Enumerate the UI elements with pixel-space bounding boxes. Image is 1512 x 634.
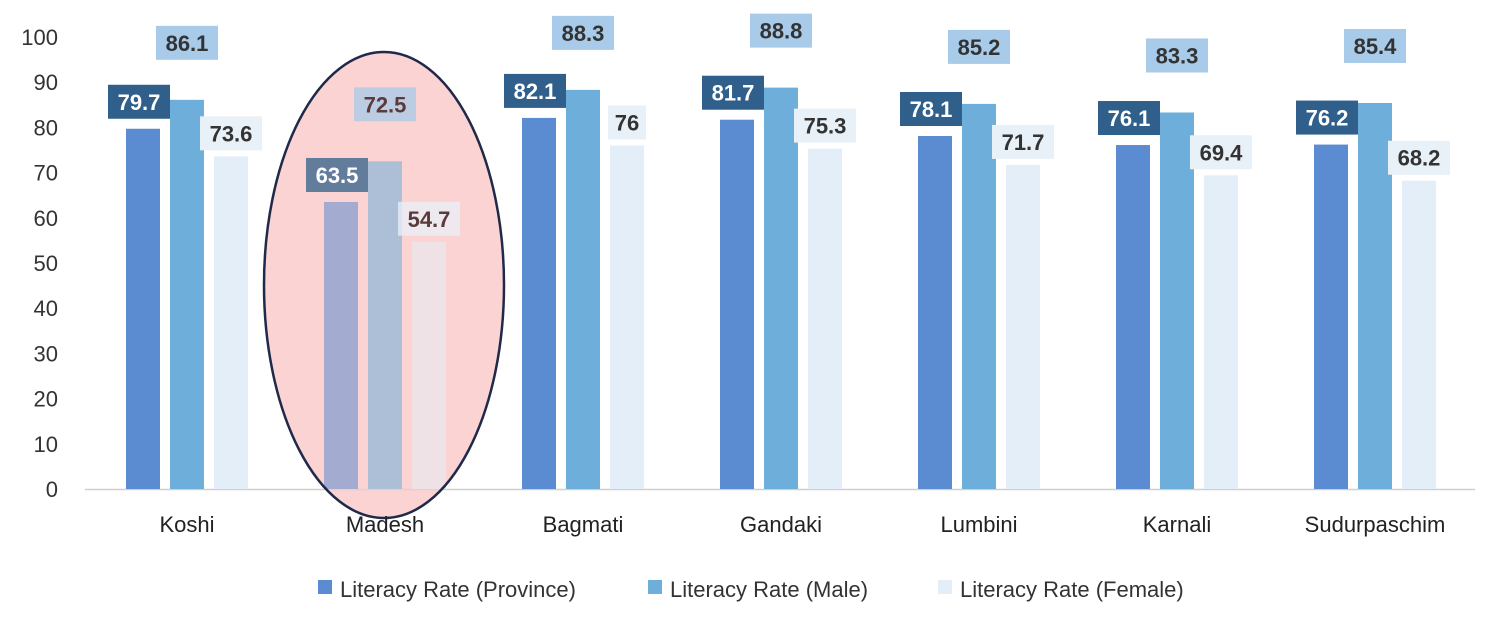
data-label-box bbox=[608, 105, 646, 140]
data-label: 73.6 bbox=[210, 121, 253, 146]
data-label-box bbox=[1296, 100, 1358, 135]
data-label-box bbox=[1344, 28, 1406, 63]
data-label: 72.5 bbox=[364, 92, 407, 117]
data-label: 86.1 bbox=[166, 31, 209, 56]
data-label: 83.3 bbox=[1156, 43, 1199, 68]
data-label-box bbox=[750, 13, 812, 48]
data-label: 63.5 bbox=[316, 163, 359, 188]
data-label: 82.1 bbox=[514, 79, 557, 104]
bar bbox=[412, 241, 446, 489]
data-label: 78.1 bbox=[910, 97, 953, 122]
y-tick-label: 80 bbox=[34, 115, 58, 140]
legend-swatch bbox=[318, 580, 332, 594]
data-label: 68.2 bbox=[1398, 146, 1441, 171]
data-label-box bbox=[948, 29, 1010, 64]
bar bbox=[324, 201, 358, 490]
data-label: 85.4 bbox=[1354, 34, 1398, 59]
x-tick-label: Sudurpaschim bbox=[1305, 512, 1446, 537]
y-tick-label: 30 bbox=[34, 341, 58, 366]
data-label-box bbox=[108, 84, 170, 119]
bar bbox=[764, 87, 798, 490]
data-label: 69.4 bbox=[1200, 140, 1244, 165]
bar bbox=[610, 145, 644, 490]
data-label: 76.2 bbox=[1306, 106, 1349, 131]
bar bbox=[1116, 145, 1150, 489]
data-label-box bbox=[1388, 140, 1450, 175]
bar bbox=[566, 89, 600, 489]
bar bbox=[808, 148, 842, 490]
x-tick-label: Gandaki bbox=[740, 512, 822, 537]
y-tick-label: 50 bbox=[34, 251, 58, 276]
legend-label: Literacy Rate (Female) bbox=[960, 577, 1184, 602]
y-tick-label: 20 bbox=[34, 387, 58, 412]
data-label-box bbox=[992, 124, 1054, 159]
y-tick-label: 40 bbox=[34, 296, 58, 321]
data-label-box bbox=[354, 87, 416, 122]
x-tick-label: Bagmati bbox=[543, 512, 624, 537]
x-tick-label: Koshi bbox=[159, 512, 214, 537]
bar bbox=[918, 135, 952, 489]
x-tick-label: Karnali bbox=[1143, 512, 1211, 537]
x-tick-label: Madesh bbox=[346, 512, 424, 537]
bar bbox=[1160, 112, 1194, 489]
data-labels-layer: 79.7 86.1 73.6 63.5 72.5 54.7 82.1 88.3 76 81.7 88… bbox=[108, 13, 1450, 236]
data-label-box bbox=[504, 73, 566, 108]
legend: Literacy Rate (Province) Literacy Rate (M… bbox=[318, 577, 1184, 602]
legend-label: Literacy Rate (Province) bbox=[340, 577, 576, 602]
data-label: 75.3 bbox=[804, 114, 847, 139]
data-label-box bbox=[1190, 135, 1252, 170]
data-label: 79.7 bbox=[118, 90, 161, 115]
bar bbox=[368, 161, 402, 490]
data-label-box bbox=[1146, 38, 1208, 73]
y-tick-label: 10 bbox=[34, 432, 58, 457]
bars-layer bbox=[126, 87, 1436, 490]
highlight-overlay bbox=[262, 50, 506, 520]
bar bbox=[1204, 175, 1238, 489]
data-label: 71.7 bbox=[1002, 130, 1045, 155]
bar bbox=[214, 156, 248, 489]
bar bbox=[1006, 164, 1040, 489]
y-tick-label: 0 bbox=[46, 477, 58, 502]
data-label-box bbox=[200, 116, 262, 151]
data-label: 76 bbox=[615, 110, 639, 135]
legend-swatch bbox=[938, 580, 952, 594]
highlight-ellipse bbox=[262, 50, 506, 520]
data-label: 76.1 bbox=[1108, 106, 1151, 131]
x-axis-labels: Koshi Madesh Bagmati Gandaki Lumbini Karnali S… bbox=[159, 512, 1445, 537]
y-axis: 0 10 20 30 40 50 60 70 80 90 100 bbox=[21, 25, 1475, 502]
bar bbox=[170, 99, 204, 489]
bar bbox=[1358, 102, 1392, 489]
data-label: 85.2 bbox=[958, 35, 1001, 60]
bar bbox=[522, 117, 556, 490]
data-label: 81.7 bbox=[712, 81, 755, 106]
y-tick-label: 90 bbox=[34, 70, 58, 95]
data-label: 54.7 bbox=[408, 207, 451, 232]
data-label-box bbox=[702, 75, 764, 110]
data-label-box bbox=[156, 25, 218, 60]
bar bbox=[962, 103, 996, 490]
bar bbox=[1402, 180, 1436, 489]
legend-label: Literacy Rate (Male) bbox=[670, 577, 868, 602]
data-label-box bbox=[900, 91, 962, 126]
data-label: 88.8 bbox=[760, 19, 803, 44]
data-label-box bbox=[1098, 101, 1160, 136]
data-label-box bbox=[794, 108, 856, 143]
data-label-box bbox=[552, 15, 614, 50]
legend-swatch bbox=[648, 580, 662, 594]
y-tick-label: 70 bbox=[34, 161, 58, 186]
y-tick-label: 60 bbox=[34, 206, 58, 231]
bar bbox=[1314, 144, 1348, 490]
data-label: 88.3 bbox=[562, 21, 605, 46]
y-tick-label: 100 bbox=[21, 25, 58, 50]
bar bbox=[126, 128, 160, 490]
data-label-box bbox=[306, 157, 368, 192]
x-tick-label: Lumbini bbox=[940, 512, 1017, 537]
bar bbox=[720, 119, 754, 489]
data-label-box bbox=[398, 201, 460, 236]
